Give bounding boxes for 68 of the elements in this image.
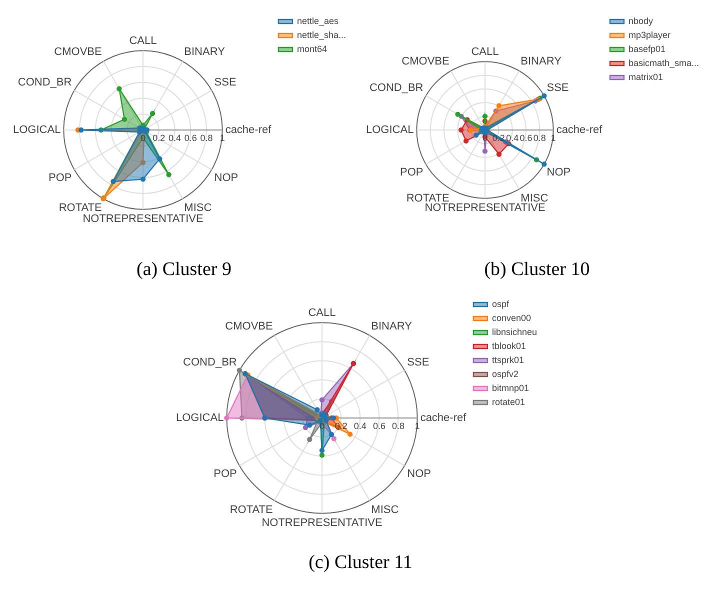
legend-label: basefp01	[628, 44, 666, 54]
spoke-label: LOGICAL	[12, 124, 61, 136]
spoke-label: ROTATE	[406, 192, 450, 204]
spoke-label: NOP	[406, 468, 430, 480]
spoke-label: COND_BR	[369, 82, 424, 94]
legend-label: nettle_sha...	[296, 30, 346, 40]
legend-label: conven00	[491, 312, 531, 323]
text: (a) Cluster 9	[136, 259, 232, 281]
spoke-label: NOP	[546, 166, 571, 178]
legend-label: bitmnp01	[491, 382, 528, 393]
spoke-label: CMOVBE	[54, 46, 102, 58]
legend-label: matrix01	[628, 72, 663, 82]
spoke-label: cache-ref	[420, 412, 467, 424]
y-tick-label: 0	[140, 132, 146, 143]
spoke-label: BINARY	[370, 320, 412, 332]
spoke-label: MISC	[184, 202, 212, 214]
legend-label: ttsprk01	[491, 354, 524, 365]
y-tick-label: 0.6	[520, 132, 532, 143]
spoke-label: CMOVBE	[224, 320, 272, 332]
spoke-label: COND_BR	[18, 76, 72, 88]
y-tick-label: 0.2	[492, 132, 505, 143]
spoke-label: SSE	[546, 82, 569, 94]
y-tick-label: 0.8	[200, 132, 213, 143]
legend-label: ospf	[491, 298, 509, 309]
spoke-label: POP	[48, 172, 72, 184]
spoke-label: POP	[213, 468, 236, 480]
legend-label: ospfv2	[491, 368, 518, 379]
spoke-label: BINARY	[184, 46, 226, 58]
spoke-label: MISC	[520, 192, 548, 204]
spoke-label: SSE	[406, 356, 429, 368]
y-tick-label: 0.8	[533, 132, 546, 143]
spoke-label: CALL	[471, 46, 499, 58]
spoke-label: BINARY	[520, 56, 562, 68]
spoke-label: LOGICAL	[366, 124, 414, 136]
legend-label: libnsichneu	[491, 326, 536, 337]
y-tick-label: 0.4	[353, 420, 366, 431]
y-tick-label: 0.6	[372, 420, 385, 431]
spoke-label: cache-ref	[225, 124, 272, 136]
spoke-label: NOTREPRESENTATIVE	[424, 202, 546, 214]
legend-label: tblook01	[491, 340, 526, 351]
spoke-label: CALL	[129, 35, 157, 48]
spoke-label: CALL	[308, 307, 336, 320]
spoke-label: NOP	[214, 172, 238, 184]
spoke-label: ROTATE	[58, 202, 102, 214]
spoke-label: ROTATE	[229, 504, 272, 516]
spoke-label: NOTREPRESENTATIVE	[261, 516, 382, 529]
spoke-label: COND_BR	[182, 356, 236, 368]
legend-label: mont64	[296, 44, 327, 54]
y-tick-label: 0.4	[506, 132, 519, 143]
y-tick-label: 0.6	[184, 132, 197, 143]
legend-label: rotate01	[491, 396, 524, 407]
legend-label: basicmath_sma...	[628, 58, 700, 68]
legend-label: nbody	[628, 16, 654, 26]
spoke-label: LOGICAL	[175, 412, 224, 424]
spoke-label: NOTREPRESENTATIVE	[82, 212, 204, 225]
spoke-label: cache-ref	[556, 124, 604, 136]
spoke-label: SSE	[214, 76, 236, 88]
y-tick-label: 0.4	[168, 132, 181, 143]
y-tick-label: 0	[318, 420, 324, 431]
spoke-label: CMOVBE	[402, 56, 450, 68]
legend-label: nettle_aes	[296, 16, 339, 26]
spoke-label: POP	[400, 166, 424, 178]
legend-label: mp3player	[628, 30, 671, 40]
text: (c) Cluster 11	[308, 552, 414, 574]
spoke-label: MISC	[370, 504, 398, 516]
y-tick-label: 0.8	[391, 420, 404, 431]
text: (b) Cluster 10	[483, 259, 591, 281]
y-tick-label: 0.2	[152, 132, 166, 143]
